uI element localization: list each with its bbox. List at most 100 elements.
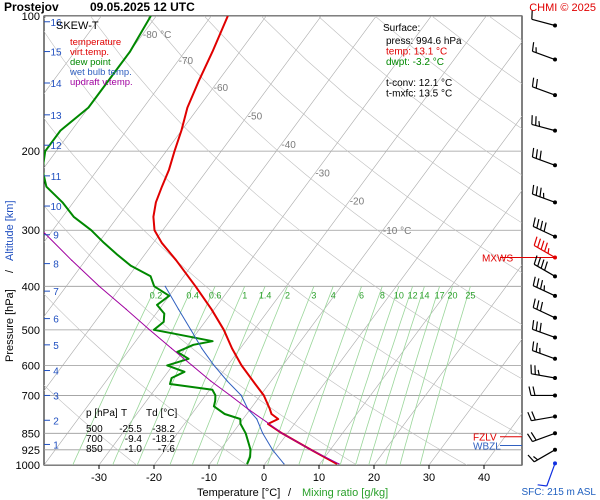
- wind-barb-station: [553, 293, 557, 298]
- wind-barb-feather: [535, 149, 538, 159]
- wind-barb-station: [553, 200, 557, 205]
- data-point: [224, 413, 226, 415]
- data-point: [210, 308, 213, 310]
- data-point: [281, 432, 283, 434]
- copyright-link[interactable]: CHMI © 2025: [529, 2, 596, 14]
- wind-barb-station: [553, 23, 557, 28]
- isotherm: [98, 16, 432, 465]
- wind-barb-feather: [547, 248, 550, 254]
- wind-barb: [531, 147, 557, 168]
- data-point: [214, 400, 216, 402]
- mixing-ratio-label: 1.4: [259, 290, 272, 300]
- data-point: [166, 364, 168, 366]
- x-axis-label: Temperature [°C]: [197, 487, 280, 499]
- altitude-tick-label: 14: [50, 79, 62, 90]
- series-wet-bulb-temp-: [164, 286, 285, 465]
- altitude-tick-label: 7: [53, 287, 59, 298]
- dry-adiabat: [44, 293, 247, 465]
- data-point: [247, 408, 249, 410]
- wind-barb: [530, 364, 557, 380]
- data-point: [173, 150, 176, 152]
- data-point: [194, 285, 197, 287]
- data-point: [240, 364, 243, 366]
- wind-barb-feather: [535, 321, 538, 331]
- pressure-tick-400: 400: [22, 281, 40, 293]
- level-label-wbzl: WBZL: [473, 442, 501, 453]
- data-point: [213, 405, 215, 407]
- data-point: [310, 449, 312, 451]
- altitude-tick-label: 16: [50, 18, 62, 29]
- data-point: [42, 169, 43, 170]
- wind-barb-feather: [531, 42, 535, 52]
- data-point: [265, 420, 267, 423]
- altitude-tick-label: 10: [50, 202, 62, 213]
- wind-barb-feather: [537, 369, 540, 376]
- wind-barb-station: [553, 393, 557, 398]
- isotherm-label: -20: [350, 197, 365, 208]
- data-point: [283, 463, 285, 465]
- level-table: p [hPa] T Td [°C] 500 -25.5 -38.2 700 -9.4 -18.2…: [86, 408, 177, 455]
- wind-barb: [537, 461, 557, 487]
- mixing-ratio-line: [339, 286, 400, 465]
- data-point: [240, 394, 242, 396]
- pressure-tick-600: 600: [22, 360, 40, 372]
- table-cell: -18.2: [152, 434, 175, 445]
- wind-barb-feather: [531, 147, 535, 158]
- dry-adiabat: [44, 384, 137, 465]
- table-cell: -38.2: [152, 424, 175, 435]
- wind-barb-staff: [531, 18, 556, 27]
- pressure-tick-850: 850: [22, 428, 40, 440]
- wind-barb-staff: [546, 463, 556, 487]
- isotherm-label: -10 °C: [383, 226, 411, 237]
- data-point: [197, 81, 200, 83]
- table-cell: -25.5: [119, 424, 142, 435]
- wind-barb-station: [553, 255, 557, 260]
- mixing-ratio-label: 25: [465, 290, 475, 300]
- wind-barb: [528, 386, 557, 398]
- wind-barb-feather: [535, 342, 538, 353]
- wind-barb: [532, 217, 557, 239]
- data-point: [245, 432, 247, 434]
- isotherm-label: -50: [248, 111, 263, 122]
- wind-barb-feather: [532, 298, 536, 308]
- mixing-ratio-line: [419, 286, 471, 465]
- data-point: [214, 394, 216, 396]
- wind-barb-feather: [532, 276, 536, 286]
- wind-barb-feather: [538, 121, 541, 127]
- wind-barb-feather: [527, 411, 532, 421]
- data-point: [176, 351, 178, 353]
- isotherm: [373, 264, 522, 465]
- wind-barb-feather: [532, 217, 536, 227]
- table-cell: 850: [86, 444, 103, 455]
- data-point: [254, 383, 256, 385]
- surface-line: temp: 13.1 °C: [386, 47, 447, 58]
- data-point: [98, 285, 100, 287]
- wind-barb-staff: [531, 123, 556, 132]
- x-tick-label: 10: [313, 472, 325, 484]
- data-point: [239, 418, 241, 420]
- pressure-tick-200: 200: [22, 146, 40, 158]
- dry-adiabat: [147, 16, 522, 326]
- data-point: [170, 347, 173, 349]
- data-point: [269, 408, 271, 410]
- data-point: [44, 150, 46, 152]
- isotherm-label: -30: [315, 169, 330, 180]
- chart-title: SKEW-T: [56, 20, 99, 32]
- wind-barb-feather: [536, 278, 540, 288]
- data-point: [161, 186, 163, 188]
- x-axis-separator: /: [288, 487, 292, 499]
- isotherm: [44, 16, 377, 465]
- wind-barb-station: [553, 128, 557, 133]
- legend-item: virt.temp.: [70, 47, 109, 58]
- isotherm: [263, 115, 522, 465]
- data-point: [171, 377, 173, 379]
- wind-barb-feather: [543, 222, 547, 232]
- table-cell: -9.4: [125, 434, 143, 445]
- wind-barb-station: [553, 431, 557, 436]
- legend-item: temperature: [70, 37, 121, 48]
- data-point: [125, 308, 127, 310]
- isotherm: [428, 338, 522, 465]
- x-tick-label: 0: [261, 472, 267, 484]
- data-point: [168, 169, 170, 171]
- wind-barb-feather: [533, 455, 539, 461]
